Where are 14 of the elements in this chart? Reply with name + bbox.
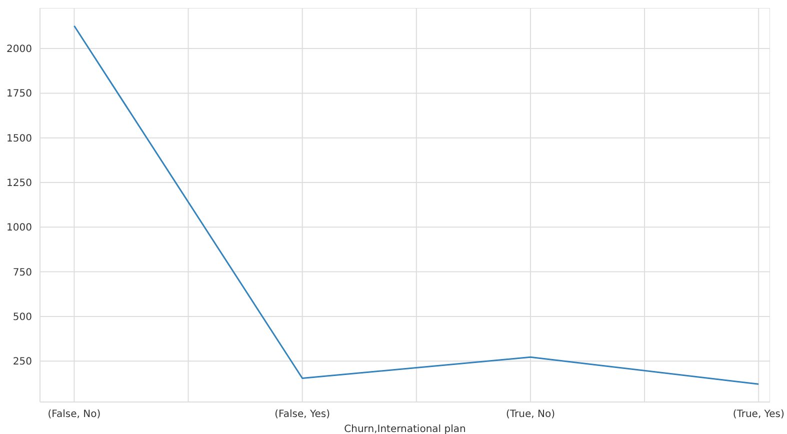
y-tick-label: 2000: [6, 44, 32, 56]
y-tick-label: 1750: [6, 88, 32, 100]
y-tick-label: 500: [12, 312, 32, 323]
line-series: [73, 25, 760, 385]
x-tick-label: (False, Yes): [274, 409, 330, 420]
y-tick-label: 250: [12, 356, 32, 368]
y-tick-label: 1500: [6, 133, 32, 144]
x-axis-title: Churn,International plan: [344, 424, 466, 434]
x-tick-label: (True, No): [506, 409, 556, 420]
y-tick-label: 1000: [6, 222, 32, 234]
y-tick-label: 750: [12, 267, 32, 278]
x-tick-label: (False, No): [48, 409, 101, 420]
y-tick-label: 1250: [6, 178, 32, 190]
x-tick-label: (True, Yes): [732, 409, 784, 420]
